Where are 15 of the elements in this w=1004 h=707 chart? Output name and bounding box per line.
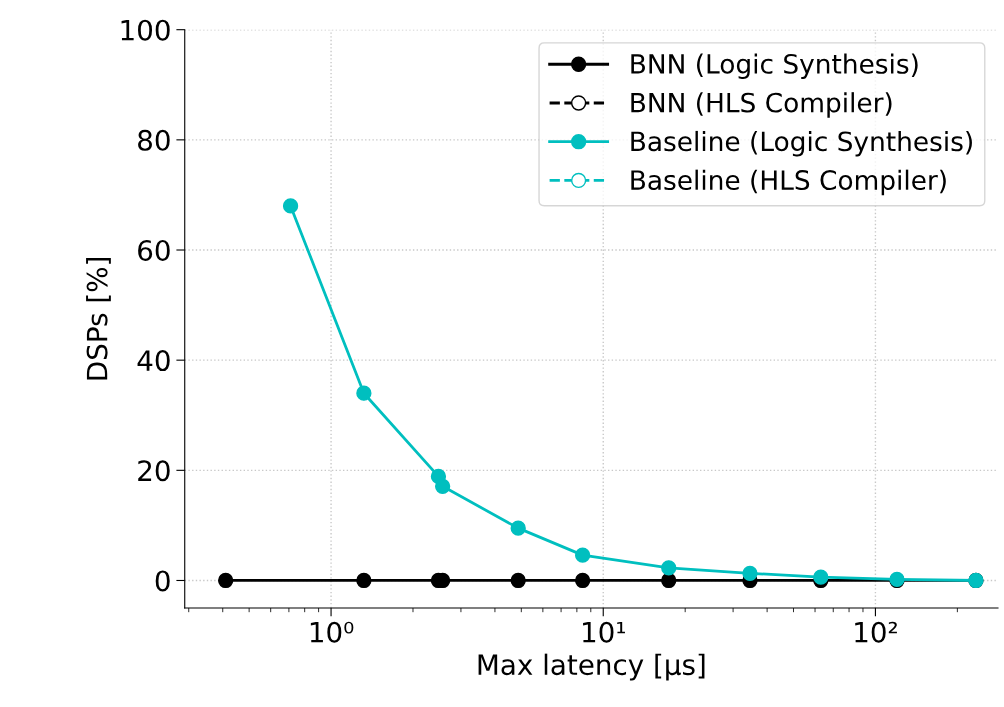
legend-label: Baseline (Logic Synthesis)	[631, 130, 972, 157]
y-tick-label: 80	[138, 129, 170, 151]
y-tick-label: 100	[121, 19, 170, 41]
legend-label: Baseline (HLS Compiler)	[631, 169, 946, 196]
y-tick-label: 20	[138, 460, 170, 482]
y-tick-label: 60	[138, 239, 170, 261]
x-axis-title: Max latency [μs]	[478, 653, 705, 681]
y-tick-label: 40	[137, 350, 170, 372]
legend-label: BNN (Logic Synthesis)	[631, 53, 918, 79]
x-tick-label: 10⁰	[310, 621, 354, 643]
x-tick-label: 10¹	[583, 621, 625, 643]
y-axis-title: DSPs [%]	[86, 257, 111, 380]
legend-label: BNN (HLS Compiler)	[631, 92, 892, 118]
x-tick-label: 10²	[855, 621, 897, 643]
y-tick-label: 0	[155, 570, 170, 592]
